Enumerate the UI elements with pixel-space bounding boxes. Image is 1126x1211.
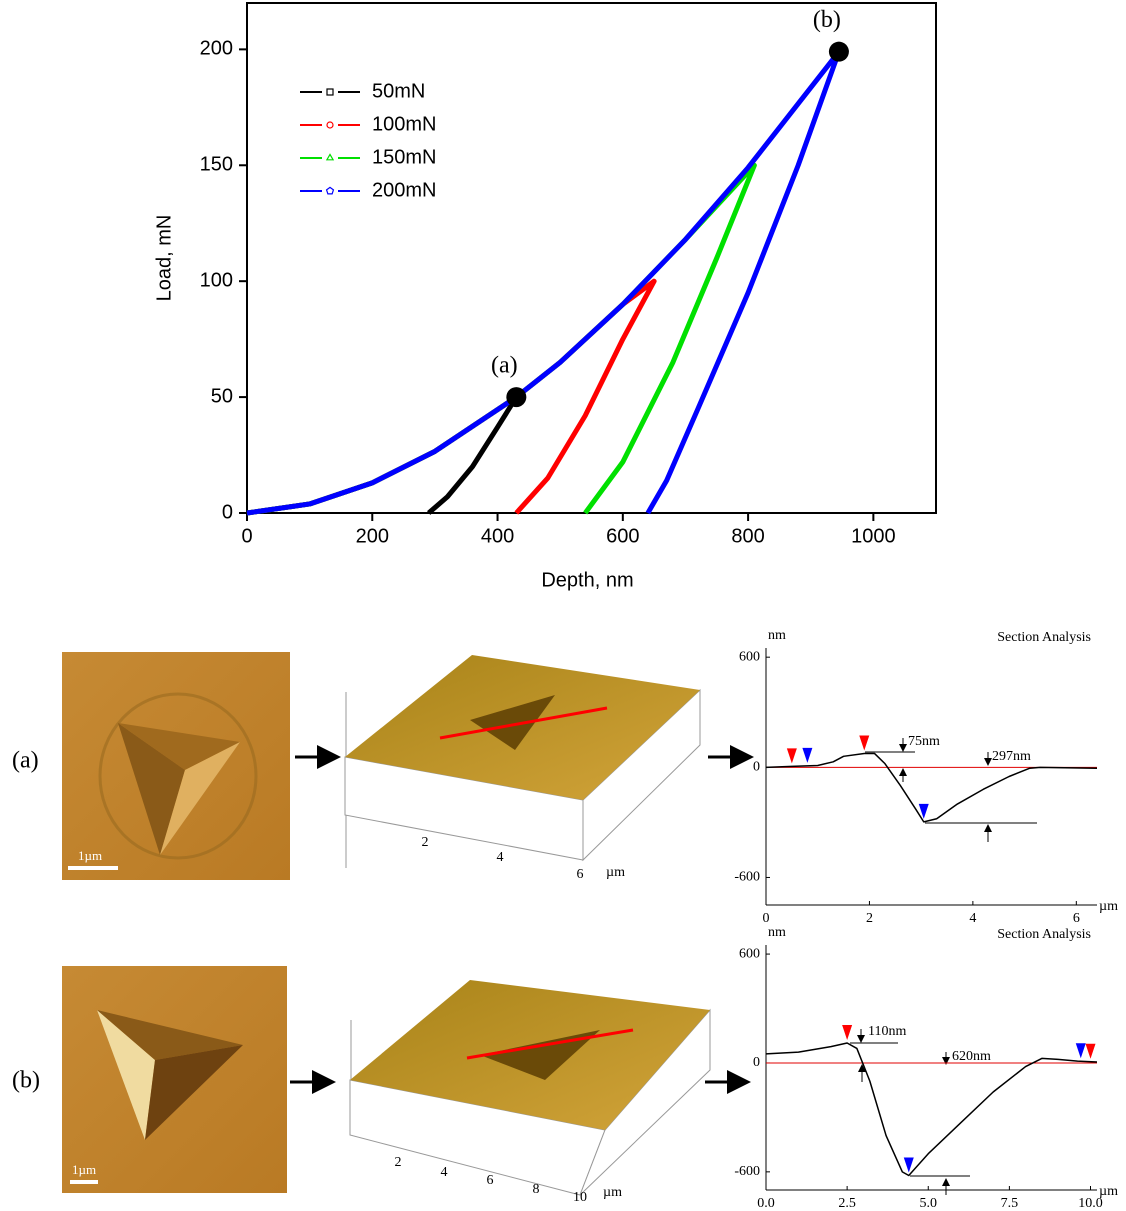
y-tick-label: -600 xyxy=(734,870,760,885)
legend-marker xyxy=(326,121,334,129)
afm-3d xyxy=(349,980,711,1196)
annotation: (b) xyxy=(813,7,841,33)
axis-unit: µm xyxy=(603,1185,622,1200)
legend-gap xyxy=(322,152,338,164)
panel-label: (a) xyxy=(12,748,39,774)
highlight-point xyxy=(506,387,527,408)
legend-marker xyxy=(325,153,335,161)
legend-marker xyxy=(325,186,335,195)
x-tick-label: 0 xyxy=(763,911,770,926)
annotation: 75nm xyxy=(908,734,940,749)
x-tick-label: 0.0 xyxy=(757,1196,775,1211)
cursor-marker xyxy=(802,747,813,763)
axis-tick-label: 4 xyxy=(441,1165,448,1180)
cursor-marker xyxy=(859,735,870,751)
y-tick-label: 600 xyxy=(739,649,760,664)
y-unit: nm xyxy=(768,925,786,940)
y-tick-label: 100 xyxy=(200,269,233,291)
afm-3d xyxy=(344,655,701,868)
x-tick-label: 800 xyxy=(731,525,764,547)
x-tick-label: 7.5 xyxy=(1001,1196,1019,1211)
axis-tick-label: 6 xyxy=(487,1173,494,1188)
axis-tick-label: 10 xyxy=(573,1190,587,1205)
x-unit: µm xyxy=(1099,899,1118,914)
x-unit: µm xyxy=(1099,1184,1118,1199)
x-tick-label: 1000 xyxy=(851,525,896,547)
x-tick-label: 600 xyxy=(606,525,639,547)
y-unit: nm xyxy=(768,628,786,643)
cursor-marker xyxy=(842,1025,853,1040)
axis-tick-label: 8 xyxy=(533,1182,540,1197)
plot-frame xyxy=(246,2,937,514)
y-tick-label: 50 xyxy=(211,385,233,407)
y-tick-label: 600 xyxy=(739,946,760,961)
legend-label: 150mN xyxy=(372,146,436,168)
annotation: 110nm xyxy=(868,1024,906,1039)
legend-label: 200mN xyxy=(372,179,436,201)
cursor-marker xyxy=(903,1157,914,1173)
x-tick-label: 10.0 xyxy=(1078,1196,1103,1211)
x-tick-label: 0 xyxy=(241,525,252,547)
chart-title: Section Analysis xyxy=(997,927,1091,942)
legend-gap xyxy=(322,185,338,197)
data-line xyxy=(765,1042,1098,1177)
data-line xyxy=(246,162,757,516)
axis-tick-label: 4 xyxy=(497,850,504,865)
cursor-marker xyxy=(1075,1043,1086,1059)
axis-unit: µm xyxy=(606,865,625,880)
y-tick-label: 0 xyxy=(753,1055,760,1070)
legend-gap xyxy=(322,86,338,98)
dimension-line xyxy=(850,738,1037,1195)
x-tick-label: 2 xyxy=(866,911,873,926)
x-tick-label: 6 xyxy=(1073,911,1080,926)
legend-label: 100mN xyxy=(372,113,436,135)
annotation: (a) xyxy=(491,353,518,379)
x-axis-label: Depth, nm xyxy=(541,569,633,591)
chart-title: Section Analysis xyxy=(997,630,1091,645)
afm-image xyxy=(62,966,287,1193)
annotation: 620nm xyxy=(952,1049,991,1064)
afm-image xyxy=(62,652,290,880)
flow-arrow xyxy=(290,745,754,1094)
legend-marker xyxy=(326,88,334,96)
y-tick-label: 0 xyxy=(222,501,233,523)
annotation: 297nm xyxy=(992,749,1031,764)
cursor-marker xyxy=(1085,1043,1096,1059)
scale-bar-label: 1µm xyxy=(78,848,102,863)
legend-label: 50mN xyxy=(372,80,425,102)
legend-gap xyxy=(322,119,338,131)
y-tick-label: -600 xyxy=(734,1164,760,1179)
axis-tick-label: 6 xyxy=(577,867,584,882)
cursor-marker xyxy=(918,803,929,819)
x-tick-label: 200 xyxy=(356,525,389,547)
panel-label: (b) xyxy=(12,1068,40,1094)
y-tick-label: 150 xyxy=(200,154,233,176)
y-tick-label: 0 xyxy=(753,760,760,775)
data-line xyxy=(765,752,1098,823)
x-tick-label: 5.0 xyxy=(920,1196,938,1211)
x-tick-label: 4 xyxy=(969,911,976,926)
y-axis-label: Load, mN xyxy=(153,215,175,302)
axis-tick-label: 2 xyxy=(422,835,429,850)
cursor-marker xyxy=(786,748,797,764)
highlight-point xyxy=(828,41,849,62)
y-tick-label: 200 xyxy=(200,38,233,60)
data-line xyxy=(246,278,657,516)
x-tick-label: 400 xyxy=(481,525,514,547)
scale-bar-label: 1µm xyxy=(72,1162,96,1177)
x-tick-label: 2.5 xyxy=(838,1196,856,1211)
axis-tick-label: 2 xyxy=(395,1155,402,1170)
data-line xyxy=(246,49,842,516)
data-line xyxy=(246,394,519,516)
